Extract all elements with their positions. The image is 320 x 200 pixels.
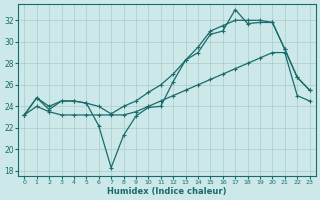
X-axis label: Humidex (Indice chaleur): Humidex (Indice chaleur) — [107, 187, 227, 196]
